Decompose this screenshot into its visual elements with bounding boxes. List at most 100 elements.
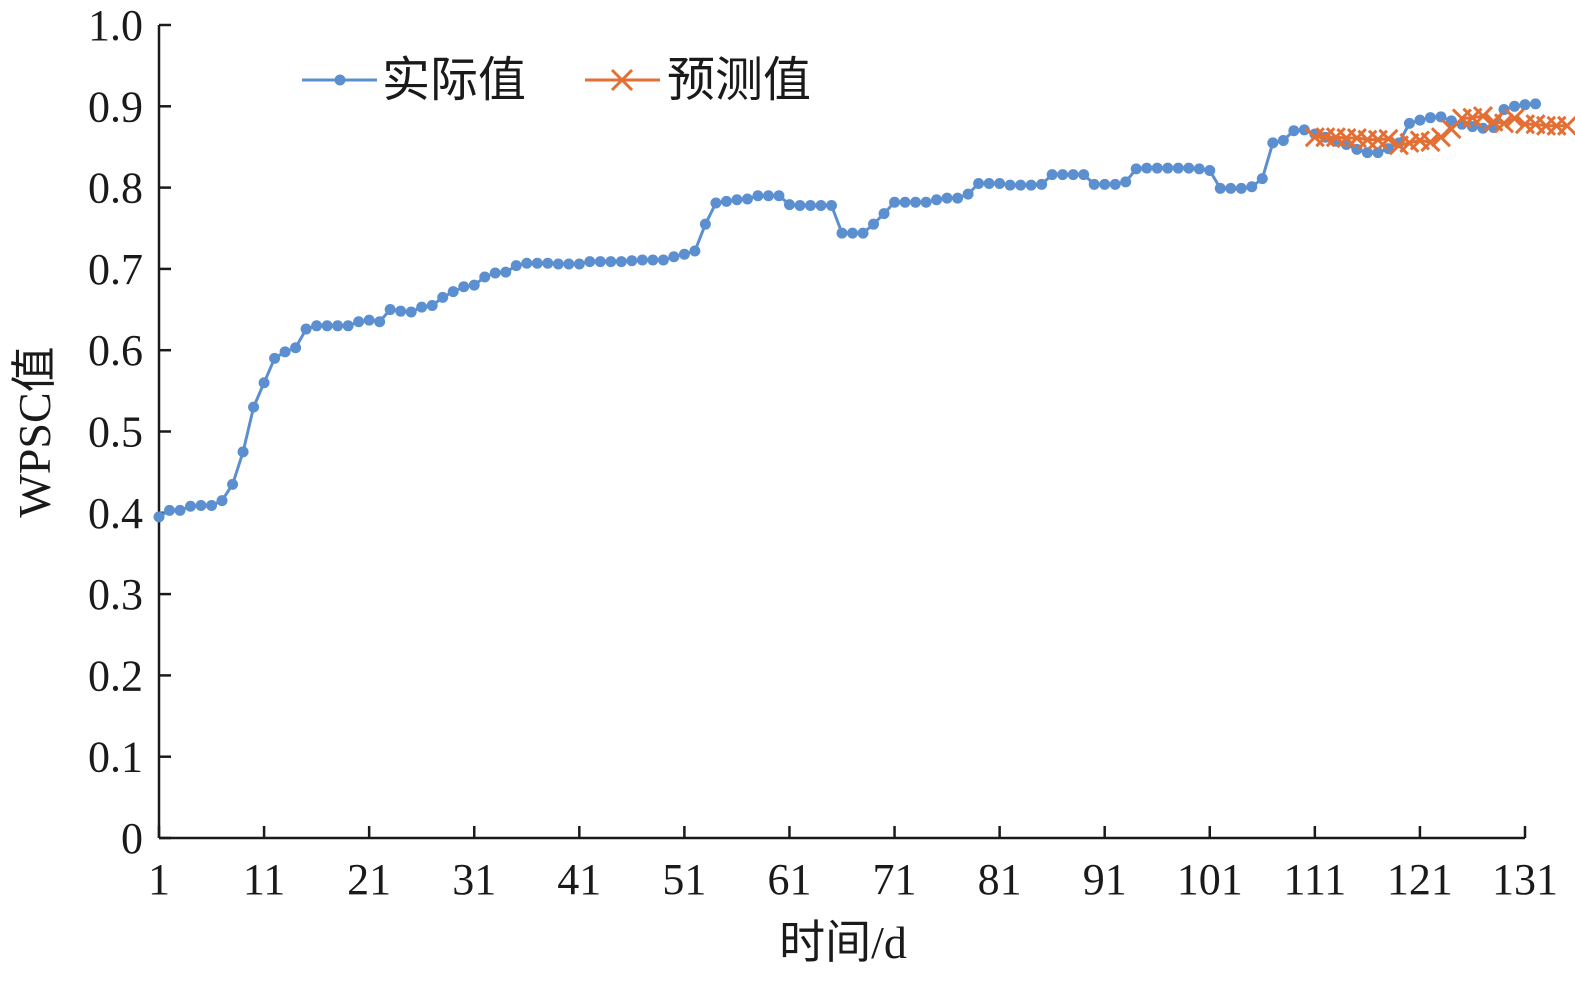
data-point	[185, 501, 196, 512]
data-point	[353, 316, 364, 327]
data-point	[815, 200, 826, 211]
data-point	[532, 258, 543, 269]
y-tick-label: 1.0	[88, 1, 143, 50]
data-point	[973, 178, 984, 189]
data-point	[994, 178, 1005, 189]
data-point	[658, 254, 669, 265]
data-point	[280, 346, 291, 357]
data-point	[595, 256, 606, 267]
data-point	[1057, 169, 1068, 180]
series-line	[159, 104, 1536, 517]
data-point	[1225, 183, 1236, 194]
data-point	[1530, 98, 1541, 109]
data-point	[469, 280, 480, 291]
data-point	[921, 197, 932, 208]
data-point	[1509, 101, 1520, 112]
data-point	[721, 196, 732, 207]
data-point	[1236, 183, 1247, 194]
x-tick-label: 11	[243, 855, 285, 904]
data-point	[731, 194, 742, 205]
data-point	[427, 300, 438, 311]
data-point	[752, 190, 763, 201]
data-point	[563, 259, 574, 270]
x-tick-label: 131	[1492, 855, 1558, 904]
x-tick-label: 61	[767, 855, 811, 904]
data-point	[343, 320, 354, 331]
data-point	[710, 198, 721, 209]
data-point	[1141, 163, 1152, 174]
data-point	[963, 189, 974, 200]
data-point	[1036, 179, 1047, 190]
legend-predicted-label: 预测值	[667, 54, 811, 107]
data-point	[900, 197, 911, 208]
data-point	[395, 306, 406, 317]
data-point	[742, 193, 753, 204]
x-tick-label: 121	[1387, 855, 1453, 904]
x-tick-label: 101	[1177, 855, 1243, 904]
legend-actual-label: 实际值	[382, 54, 526, 107]
legend-actual-marker	[335, 75, 346, 86]
x-axis-title: 时间/d	[779, 917, 907, 968]
data-point	[500, 267, 511, 278]
data-point	[521, 258, 532, 269]
data-point	[364, 315, 375, 326]
data-point	[794, 200, 805, 211]
data-point	[154, 511, 165, 522]
data-point	[837, 228, 848, 239]
data-point	[700, 219, 711, 230]
data-point	[1183, 163, 1194, 174]
y-tick-label: 0.4	[88, 489, 143, 538]
x-tick-label: 81	[978, 855, 1022, 904]
data-point	[773, 190, 784, 201]
data-point	[889, 197, 900, 208]
data-point	[784, 199, 795, 210]
data-point	[196, 500, 207, 511]
data-point	[1015, 180, 1026, 191]
data-point	[269, 353, 280, 364]
data-point	[605, 256, 616, 267]
y-tick-label: 0.9	[88, 82, 143, 131]
data-point	[1372, 147, 1383, 158]
data-point	[1068, 169, 1079, 180]
data-point	[984, 178, 995, 189]
data-point	[805, 200, 816, 211]
data-point	[542, 258, 553, 269]
data-point	[1173, 163, 1184, 174]
axes	[159, 25, 1525, 838]
data-point	[553, 259, 564, 270]
data-point	[637, 254, 648, 265]
y-tick-label: 0.8	[88, 164, 143, 213]
data-point	[448, 286, 459, 297]
data-point	[858, 228, 869, 239]
data-point	[910, 197, 921, 208]
data-point	[1194, 163, 1205, 174]
data-point	[1026, 180, 1037, 191]
data-point	[616, 256, 627, 267]
data-point	[301, 324, 312, 335]
data-point	[332, 320, 343, 331]
data-point	[689, 246, 700, 257]
data-point	[1152, 163, 1163, 174]
y-tick-label: 0.1	[88, 733, 143, 782]
data-point	[1404, 118, 1415, 129]
data-point	[647, 254, 658, 265]
data-point	[1215, 183, 1226, 194]
y-axis-title: WPSC值	[9, 346, 60, 517]
data-point	[1078, 169, 1089, 180]
data-point	[1520, 99, 1531, 110]
data-point	[259, 377, 270, 388]
data-point	[879, 208, 890, 219]
data-point	[952, 193, 963, 204]
data-point	[416, 302, 427, 313]
data-point	[847, 228, 858, 239]
y-tick-label: 0.2	[88, 651, 143, 700]
data-point	[826, 200, 837, 211]
data-point	[626, 255, 637, 266]
x-tick-label: 111	[1283, 855, 1346, 904]
data-point	[574, 259, 585, 270]
data-point	[206, 500, 217, 511]
x-tick-label: 51	[662, 855, 706, 904]
legend-item-predicted: 预测值	[585, 54, 811, 107]
data-point	[1005, 180, 1016, 191]
